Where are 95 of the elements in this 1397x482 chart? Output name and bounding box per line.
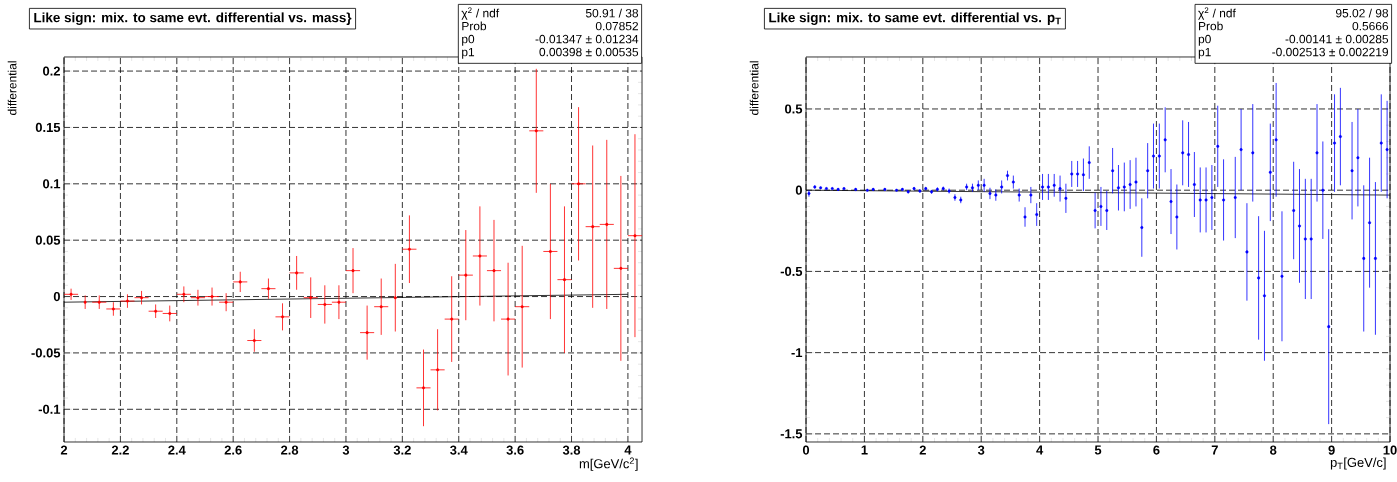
x-tick-label: 6 xyxy=(1153,445,1160,455)
text: Prob xyxy=(462,21,487,31)
point xyxy=(478,254,482,258)
point xyxy=(464,273,468,277)
y-tick-label: 0.5 xyxy=(785,104,803,114)
point xyxy=(365,331,369,335)
y-tick-label: -0.05 xyxy=(31,348,61,358)
x-axis-title: m[GeV/c$^{2}$] xyxy=(579,457,638,471)
y-tick-label: -0.5 xyxy=(780,266,803,276)
y-tick-label: 0.2 xyxy=(43,66,60,76)
point xyxy=(140,296,144,300)
chart-title: Like sign: mix. to same evt. differential vs. p$_{T}$ xyxy=(769,12,1061,25)
x-tick-label: 4 xyxy=(1036,445,1044,455)
x-tick-label: 7 xyxy=(1211,445,1218,455)
annotation: p1 xyxy=(462,47,475,59)
y-tick-label: 0.05 xyxy=(35,235,61,245)
x-tick-label: 8 xyxy=(1270,445,1277,455)
point xyxy=(591,225,595,229)
point xyxy=(379,305,383,309)
point xyxy=(506,317,510,321)
point xyxy=(577,182,581,186)
text: -0.002513 ± 0.002219 xyxy=(1272,47,1389,57)
point xyxy=(605,222,609,226)
point xyxy=(562,278,566,282)
point xyxy=(281,315,285,319)
x-tick-label: 2.8 xyxy=(281,445,299,455)
y-tick-label: 0 xyxy=(795,185,802,195)
point xyxy=(196,296,200,300)
text: χ$^{2}$ / ndf xyxy=(1198,7,1236,20)
point xyxy=(534,129,538,133)
x-tick-label: 2.6 xyxy=(224,445,242,455)
x-tick-label: 9 xyxy=(1328,445,1335,455)
point xyxy=(436,368,440,372)
text: -0.01347 ± 0.01234 xyxy=(535,34,639,44)
y-axis-title: differential xyxy=(7,61,17,115)
x-tick-label: 5 xyxy=(1094,445,1102,455)
x-tick-label: 3.4 xyxy=(450,445,468,455)
text: 0.07852 xyxy=(595,21,638,31)
y-tick-label: -1.5 xyxy=(780,429,803,439)
x-tick-label: 3 xyxy=(977,445,985,455)
annotation: p1 xyxy=(1198,47,1211,59)
text: p0 xyxy=(462,34,475,46)
point xyxy=(351,269,355,273)
x-tick-label: 3.6 xyxy=(506,445,524,455)
point xyxy=(520,305,524,309)
x-tick-label: 2.4 xyxy=(168,445,186,455)
text: 0.5666 xyxy=(1352,21,1389,31)
point xyxy=(295,271,299,275)
point xyxy=(266,287,270,291)
text: p0 xyxy=(1198,34,1211,46)
text: 95.02 / 98 xyxy=(1335,8,1389,18)
y-tick-label: 0.1 xyxy=(43,179,61,189)
point xyxy=(168,311,172,315)
point xyxy=(548,249,552,253)
y-tick-label: -0.1 xyxy=(38,404,61,414)
point xyxy=(69,292,73,296)
y-tick-label: -1 xyxy=(791,348,803,358)
x-tick-label: 3.2 xyxy=(393,445,411,455)
point xyxy=(224,300,228,304)
x-tick-label: 3 xyxy=(342,445,350,455)
point xyxy=(422,386,426,390)
point xyxy=(210,295,214,299)
x-tick-label: 3.8 xyxy=(562,445,581,455)
text: χ$^{2}$ / ndf xyxy=(461,7,500,20)
point xyxy=(97,300,101,304)
point xyxy=(182,292,186,296)
y-tick-label: 0 xyxy=(53,291,60,302)
point xyxy=(619,266,623,270)
point xyxy=(125,299,129,303)
y-axis-title: differential xyxy=(749,61,759,115)
point xyxy=(111,307,115,311)
point xyxy=(337,300,341,304)
x-tick-label: 0 xyxy=(802,445,810,455)
x-tick-label: 2 xyxy=(919,445,926,455)
point xyxy=(492,269,496,273)
text: 50.91 / 38 xyxy=(585,8,639,18)
x-tick-label: 2.2 xyxy=(111,445,129,455)
point xyxy=(238,280,242,284)
x-tick-label: 10 xyxy=(1383,445,1397,455)
x-axis-title: p$_{T}$[GeV/c] xyxy=(1330,457,1386,470)
point xyxy=(309,296,313,300)
x-tick-label: 2 xyxy=(60,445,68,455)
text: -0.00141 ± 0.00285 xyxy=(1285,34,1389,44)
x-tick-label: 4 xyxy=(624,445,632,455)
point xyxy=(323,302,327,306)
point xyxy=(633,234,637,238)
point xyxy=(450,317,454,321)
x-tick-label: 1 xyxy=(861,445,868,455)
point xyxy=(407,247,411,251)
chart-title: Like sign: mix. to same evt. differential vs. mass} xyxy=(34,12,352,25)
point xyxy=(154,309,158,313)
text: Prob xyxy=(1199,21,1223,31)
y-tick-label: 0.15 xyxy=(35,122,61,133)
text: 0.00398 ± 0.00535 xyxy=(539,47,639,57)
point xyxy=(252,339,256,343)
